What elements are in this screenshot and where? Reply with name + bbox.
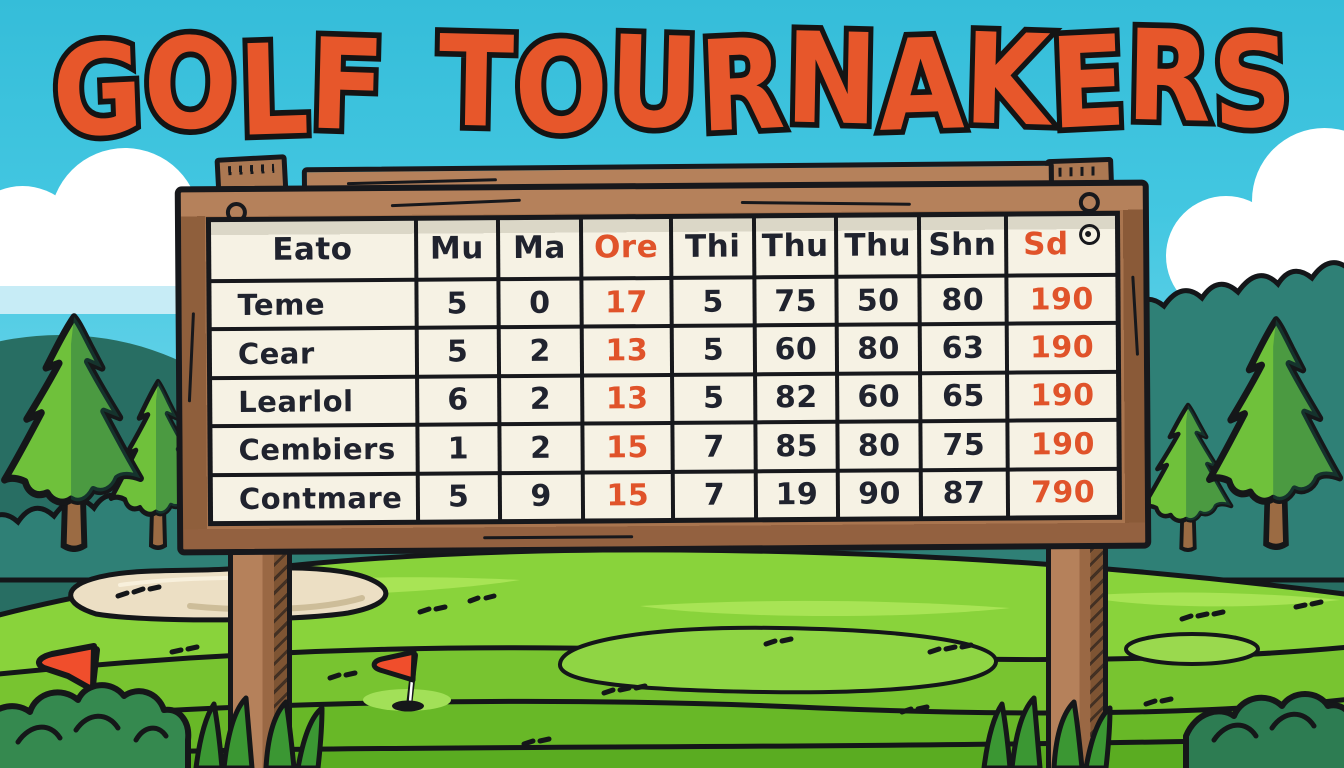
putting-green — [558, 625, 998, 695]
bush-right — [1183, 691, 1344, 768]
golf-hole — [392, 700, 424, 712]
pine-tree-icon — [1, 313, 144, 552]
red-flag-icon — [36, 643, 97, 693]
grass-tuft — [193, 695, 325, 768]
grass-tuft — [981, 695, 1113, 768]
red-flag-icon — [371, 649, 417, 683]
pine-tree-icon — [1206, 316, 1344, 550]
distant-green — [1124, 632, 1260, 666]
title: GOLF TOURNAKERS — [44, 0, 1300, 171]
bush-left — [0, 682, 192, 768]
